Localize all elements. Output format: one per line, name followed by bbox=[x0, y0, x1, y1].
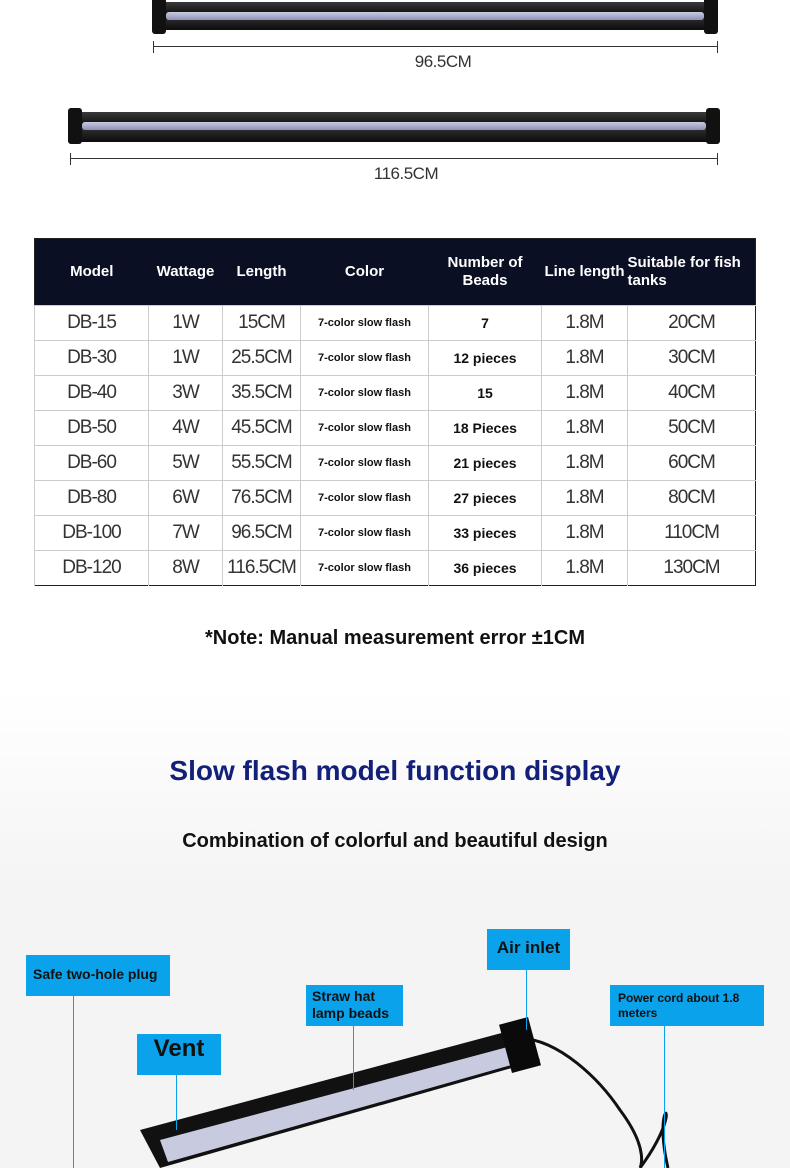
column-header: Line length bbox=[541, 238, 628, 306]
table-cell: 33 pieces bbox=[428, 515, 542, 551]
table-cell: 7-color slow flash bbox=[300, 480, 429, 516]
section-title: Slow flash model function display bbox=[169, 755, 621, 786]
table-cell: 21 pieces bbox=[428, 445, 542, 481]
callout-line bbox=[526, 970, 527, 1030]
section-subtitle: Combination of colorful and beautiful de… bbox=[182, 830, 608, 852]
dimension-line bbox=[70, 153, 718, 170]
table-cell: 7 bbox=[428, 305, 542, 341]
table-cell: 1.8M bbox=[541, 480, 628, 516]
table-cell: 4W bbox=[148, 410, 223, 446]
table-row: DB-30 1W 25.5CM 7-color slow flash 12 pieces… bbox=[34, 340, 756, 376]
column-header: Number of Beads bbox=[428, 238, 542, 306]
column-header: Suitable for fish tanks bbox=[627, 238, 756, 306]
table-cell: 8W bbox=[148, 550, 223, 586]
table-cell: 116.5CM bbox=[222, 550, 301, 586]
spec-table: Model Wattage Length Color Number of Beads Li… bbox=[34, 238, 756, 586]
lamp-product-image bbox=[140, 1016, 670, 1168]
table-cell: 7-color slow flash bbox=[300, 515, 429, 551]
table-cell: 40CM bbox=[627, 375, 756, 411]
table-cell: DB-120 bbox=[34, 550, 149, 586]
table-row: DB-100 7W 96.5CM 7-color slow flash 33 piece… bbox=[34, 515, 756, 551]
table-cell: 96.5CM bbox=[222, 515, 301, 551]
callout-line bbox=[664, 1026, 665, 1168]
table-cell: DB-15 bbox=[34, 305, 149, 341]
table-cell: 35.5CM bbox=[222, 375, 301, 411]
table-cell: 55.5CM bbox=[222, 445, 301, 481]
table-cell: 7-color slow flash bbox=[300, 305, 429, 341]
table-cell: 45.5CM bbox=[222, 410, 301, 446]
callout-plug: Safe two-hole plug bbox=[26, 955, 170, 996]
lamp-96cm-image bbox=[152, 0, 718, 34]
table-cell: 1.8M bbox=[541, 515, 628, 551]
table-cell: 12 pieces bbox=[428, 340, 542, 376]
column-header: Color bbox=[300, 238, 429, 306]
callout-power-cord: Power cord about 1.8 meters bbox=[610, 985, 764, 1026]
table-cell: DB-50 bbox=[34, 410, 149, 446]
table-row: DB-60 5W 55.5CM 7-color slow flash 21 pieces… bbox=[34, 445, 756, 481]
dimension-line bbox=[153, 41, 718, 58]
table-cell: DB-100 bbox=[34, 515, 149, 551]
callout-beads: Straw hat lamp beads bbox=[306, 985, 403, 1026]
table-cell: 1.8M bbox=[541, 375, 628, 411]
table-cell: 6W bbox=[148, 480, 223, 516]
table-cell: 15CM bbox=[222, 305, 301, 341]
table-cell: 1W bbox=[148, 305, 223, 341]
table-row: DB-120 8W 116.5CM 7-color slow flash 36 piec… bbox=[34, 550, 756, 586]
table-cell: 1.8M bbox=[541, 445, 628, 481]
table-cell: 50CM bbox=[627, 410, 756, 446]
table-cell: 110CM bbox=[627, 515, 756, 551]
table-cell: DB-80 bbox=[34, 480, 149, 516]
measurement-note: *Note: Manual measurement error ±1CM bbox=[205, 627, 585, 649]
table-cell: DB-60 bbox=[34, 445, 149, 481]
table-cell: 7-color slow flash bbox=[300, 375, 429, 411]
callout-line bbox=[353, 1026, 354, 1090]
table-cell: 15 bbox=[428, 375, 542, 411]
table-cell: 1.8M bbox=[541, 305, 628, 341]
callout-line bbox=[176, 1075, 177, 1130]
table-cell: 18 Pieces bbox=[428, 410, 542, 446]
table-cell: 1.8M bbox=[541, 410, 628, 446]
table-cell: 27 pieces bbox=[428, 480, 542, 516]
callout-line bbox=[73, 996, 74, 1168]
table-row: DB-80 6W 76.5CM 7-color slow flash 27 pieces… bbox=[34, 480, 756, 516]
table-cell: 36 pieces bbox=[428, 550, 542, 586]
callout-air-inlet: Air inlet bbox=[487, 929, 570, 970]
column-header: Length bbox=[222, 238, 301, 306]
table-row: DB-40 3W 35.5CM 7-color slow flash 15 1.8M 40C… bbox=[34, 375, 756, 411]
dimension-label-116: 116.5CM bbox=[373, 164, 439, 183]
table-cell: 1.8M bbox=[541, 340, 628, 376]
callout-vent: Vent bbox=[137, 1034, 221, 1075]
table-cell: 7-color slow flash bbox=[300, 550, 429, 586]
table-cell: 76.5CM bbox=[222, 480, 301, 516]
table-cell: 1W bbox=[148, 340, 223, 376]
table-cell: 7-color slow flash bbox=[300, 340, 429, 376]
table-cell: 1.8M bbox=[541, 550, 628, 586]
table-cell: 30CM bbox=[627, 340, 756, 376]
dimension-label-96: 96.5CM bbox=[414, 52, 472, 71]
table-row: DB-50 4W 45.5CM 7-color slow flash 18 Pieces… bbox=[34, 410, 756, 446]
table-cell: 80CM bbox=[627, 480, 756, 516]
lamp-116cm-image bbox=[68, 108, 720, 144]
table-cell: 20CM bbox=[627, 305, 756, 341]
table-cell: 60CM bbox=[627, 445, 756, 481]
table-cell: 130CM bbox=[627, 550, 756, 586]
table-row: DB-15 1W 15CM 7-color slow flash 7 1.8M 20CM bbox=[34, 305, 756, 341]
table-cell: 7-color slow flash bbox=[300, 445, 429, 481]
table-cell: 25.5CM bbox=[222, 340, 301, 376]
table-cell: 3W bbox=[148, 375, 223, 411]
column-header: Wattage bbox=[148, 238, 223, 306]
column-header: Model bbox=[34, 238, 149, 306]
table-cell: DB-40 bbox=[34, 375, 149, 411]
table-cell: 5W bbox=[148, 445, 223, 481]
table-cell: 7W bbox=[148, 515, 223, 551]
table-cell: DB-30 bbox=[34, 340, 149, 376]
table-cell: 7-color slow flash bbox=[300, 410, 429, 446]
